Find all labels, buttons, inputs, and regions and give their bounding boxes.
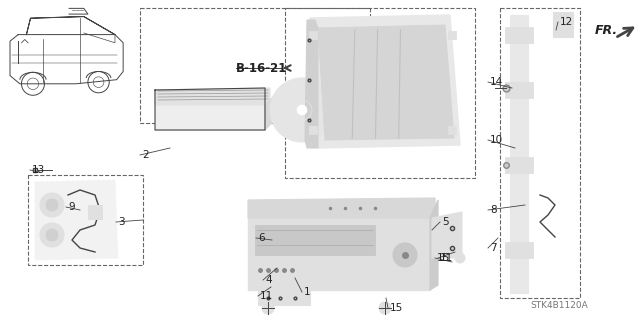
Circle shape xyxy=(40,223,64,247)
Text: 11: 11 xyxy=(260,291,273,301)
Bar xyxy=(309,31,317,39)
Bar xyxy=(309,126,317,134)
Bar xyxy=(500,8,580,298)
Polygon shape xyxy=(430,200,438,290)
Bar xyxy=(505,27,533,43)
Bar xyxy=(255,225,375,255)
Polygon shape xyxy=(318,25,454,140)
Bar xyxy=(553,12,573,37)
Bar xyxy=(505,82,533,98)
Circle shape xyxy=(379,302,391,314)
Text: 8: 8 xyxy=(490,205,497,215)
Text: STK4B1120A: STK4B1120A xyxy=(530,300,588,309)
Text: 2: 2 xyxy=(142,150,148,160)
Polygon shape xyxy=(35,180,118,260)
Polygon shape xyxy=(155,88,270,105)
Bar xyxy=(448,126,456,134)
Text: 1: 1 xyxy=(304,287,310,297)
Bar xyxy=(88,205,102,219)
Bar xyxy=(285,8,475,178)
Text: 3: 3 xyxy=(118,217,125,227)
Text: 7: 7 xyxy=(490,243,497,253)
Circle shape xyxy=(40,193,64,217)
Polygon shape xyxy=(305,20,318,148)
Bar xyxy=(140,8,370,123)
Text: 12: 12 xyxy=(560,17,573,27)
Text: FR.: FR. xyxy=(595,24,618,36)
Circle shape xyxy=(297,105,307,115)
Bar xyxy=(510,15,528,293)
Text: 5: 5 xyxy=(442,217,449,227)
Text: 10: 10 xyxy=(490,135,503,145)
Text: 15: 15 xyxy=(437,253,451,263)
Circle shape xyxy=(393,243,417,267)
Polygon shape xyxy=(248,198,435,218)
Bar xyxy=(505,157,533,173)
Circle shape xyxy=(262,302,274,314)
Polygon shape xyxy=(432,212,462,258)
Text: 11: 11 xyxy=(440,253,453,263)
Bar xyxy=(448,31,456,39)
Circle shape xyxy=(46,229,58,241)
Text: 9: 9 xyxy=(68,202,75,212)
Polygon shape xyxy=(258,291,310,305)
Text: 6: 6 xyxy=(258,233,264,243)
Polygon shape xyxy=(155,105,265,130)
Circle shape xyxy=(455,253,465,263)
Circle shape xyxy=(46,199,58,211)
Polygon shape xyxy=(265,95,275,130)
Text: 15: 15 xyxy=(390,303,403,313)
Polygon shape xyxy=(310,15,460,148)
Text: B-16-21: B-16-21 xyxy=(236,62,287,75)
Text: 14: 14 xyxy=(490,77,503,87)
Circle shape xyxy=(270,78,334,142)
Text: 13: 13 xyxy=(32,165,45,175)
Bar xyxy=(28,175,143,265)
Bar xyxy=(505,242,533,258)
Polygon shape xyxy=(248,218,430,290)
Text: 4: 4 xyxy=(265,275,271,285)
